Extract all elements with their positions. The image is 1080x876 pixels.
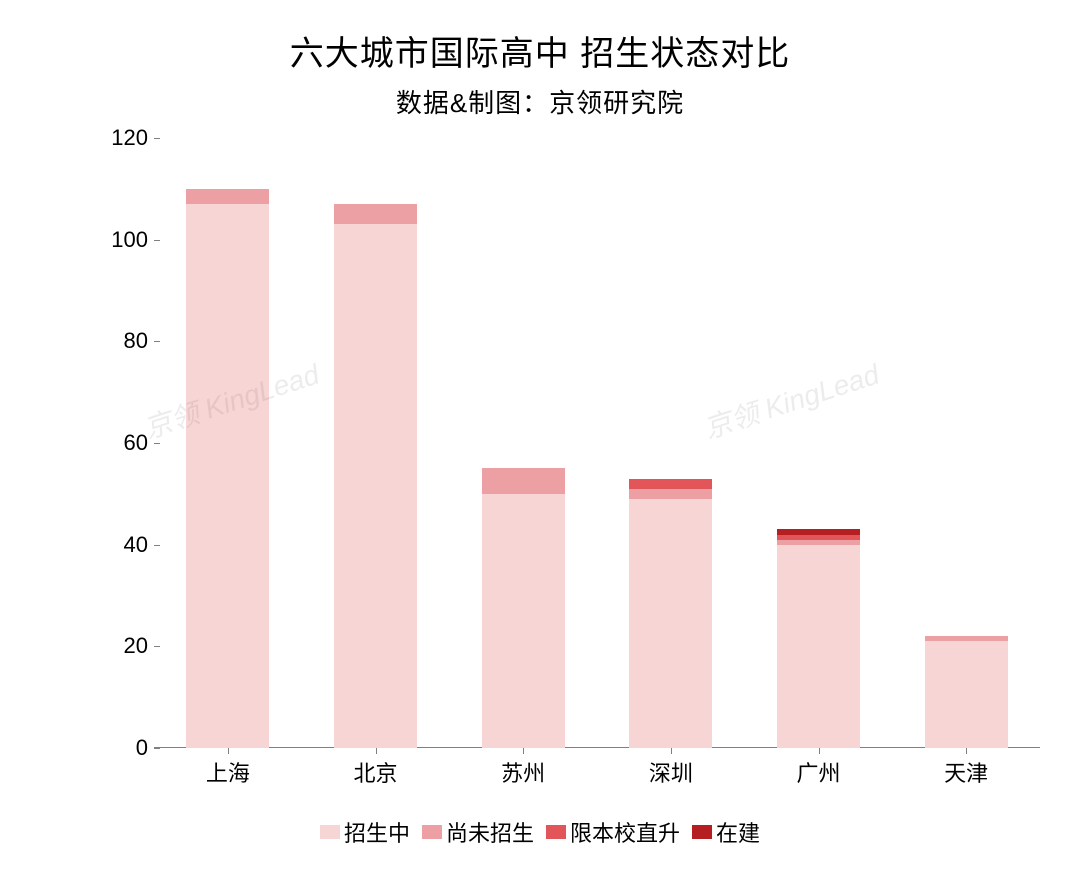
x-tick-label: 天津 xyxy=(944,756,988,788)
x-tick-mark xyxy=(228,748,229,754)
x-tick-mark xyxy=(819,748,820,754)
legend-swatch xyxy=(422,825,442,839)
bar-segment-enrolling xyxy=(334,224,417,748)
legend: 招生中 尚未招生 限本校直升 在建 xyxy=(0,816,1080,848)
bar-segment-enrolling xyxy=(482,494,565,748)
x-tick-mark xyxy=(671,748,672,754)
bar-segment-not_yet xyxy=(629,489,712,499)
bar-segment-internal_up xyxy=(777,535,860,540)
y-tick-mark xyxy=(154,748,160,749)
x-tick-label: 上海 xyxy=(206,756,250,788)
legend-swatch xyxy=(320,825,340,839)
chart-subtitle: 数据&制图：京领研究院 xyxy=(30,83,1050,120)
bar-segment-not_yet xyxy=(482,468,565,493)
legend-swatch xyxy=(546,825,566,839)
plot-area: 020406080100120 xyxy=(100,138,1040,748)
chart-container: 六大城市国际高中 招生状态对比 数据&制图：京领研究院 0 20 40 60 80 100… xyxy=(0,0,1080,876)
bar-segment-building xyxy=(777,529,860,534)
y-tick-label: 60 xyxy=(124,430,148,456)
bars-region xyxy=(154,138,1040,748)
legend-item: 招生中 xyxy=(320,816,410,848)
legend-item: 限本校直升 xyxy=(546,816,680,848)
bar-segment-internal_up xyxy=(629,479,712,489)
bar-segment-enrolling xyxy=(186,204,269,748)
x-tick-mark xyxy=(523,748,524,754)
legend-swatch xyxy=(692,825,712,839)
y-tick-label: 40 xyxy=(124,532,148,558)
x-axis-labels: 上海 北京 苏州 深圳 广州 天津 xyxy=(154,756,1040,786)
x-tick-label: 北京 xyxy=(353,756,397,788)
legend-label: 在建 xyxy=(716,816,760,848)
bar-segment-not_yet xyxy=(925,636,1008,641)
bar-segment-not_yet xyxy=(777,540,860,545)
y-tick-label: 20 xyxy=(124,633,148,659)
x-tick-label: 广州 xyxy=(796,756,840,788)
y-tick-label: 80 xyxy=(124,328,148,354)
legend-label: 招生中 xyxy=(344,816,410,848)
y-tick-label: 100 xyxy=(111,227,148,253)
legend-label: 限本校直升 xyxy=(570,816,680,848)
bar-segment-enrolling xyxy=(925,641,1008,748)
x-tick-label: 苏州 xyxy=(501,756,545,788)
y-tick-label: 0 xyxy=(136,735,148,761)
bar-segment-not_yet xyxy=(334,204,417,224)
bar-segment-enrolling xyxy=(629,499,712,748)
legend-item: 在建 xyxy=(692,816,760,848)
x-tick-mark xyxy=(966,748,967,754)
legend-item: 尚未招生 xyxy=(422,816,534,848)
y-tick-label: 120 xyxy=(111,125,148,151)
legend-label: 尚未招生 xyxy=(446,816,534,848)
x-tick-label: 深圳 xyxy=(649,756,693,788)
y-axis: 020406080100120 xyxy=(100,138,154,748)
bar-segment-enrolling xyxy=(777,545,860,748)
bar-segment-not_yet xyxy=(186,189,269,204)
x-tick-mark xyxy=(376,748,377,754)
chart-title: 六大城市国际高中 招生状态对比 xyxy=(30,26,1050,75)
